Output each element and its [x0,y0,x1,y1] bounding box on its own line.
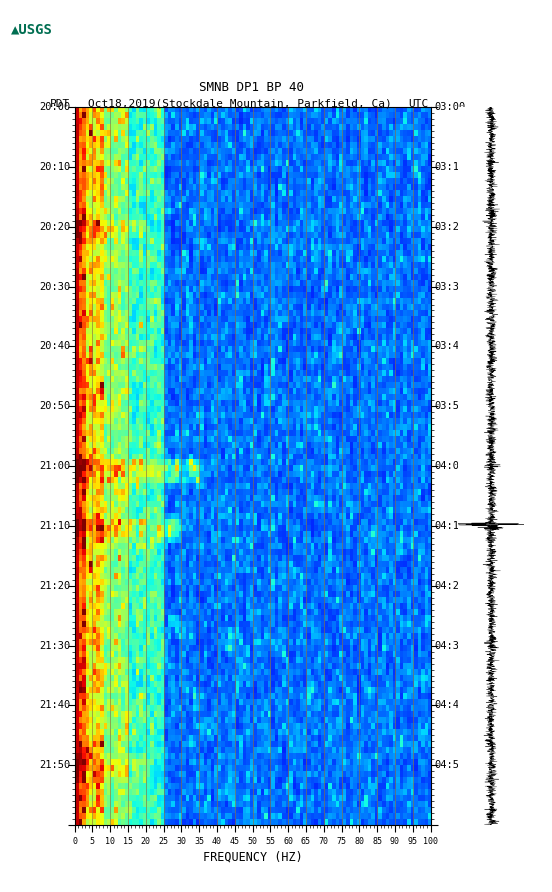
Text: 03:30: 03:30 [435,282,466,292]
Text: ▲USGS: ▲USGS [11,22,53,37]
Text: SMNB DP1 BP 40: SMNB DP1 BP 40 [199,80,304,94]
Text: 21:00: 21:00 [39,461,70,471]
Text: 03:20: 03:20 [435,222,466,232]
Text: Oct18,2019(Stockdale Mountain, Parkfield, Ca): Oct18,2019(Stockdale Mountain, Parkfield… [88,99,392,109]
Text: 21:20: 21:20 [39,581,70,591]
Text: 03:50: 03:50 [435,401,466,411]
Text: 03:40: 03:40 [435,342,466,351]
Text: 20:50: 20:50 [39,401,70,411]
Text: 21:30: 21:30 [39,640,70,650]
Text: 20:00: 20:00 [39,102,70,112]
Text: 04:30: 04:30 [435,640,466,650]
Text: 04:20: 04:20 [435,581,466,591]
Text: 04:40: 04:40 [435,700,466,710]
Text: 20:10: 20:10 [39,161,70,172]
Text: 20:20: 20:20 [39,222,70,232]
Text: 04:50: 04:50 [435,760,466,771]
Text: 21:40: 21:40 [39,700,70,710]
Text: 21:10: 21:10 [39,521,70,531]
Text: 03:00: 03:00 [435,102,466,112]
X-axis label: FREQUENCY (HZ): FREQUENCY (HZ) [203,850,302,863]
Text: 04:10: 04:10 [435,521,466,531]
Text: 20:40: 20:40 [39,342,70,351]
Text: 03:10: 03:10 [435,161,466,172]
Text: PDT: PDT [50,99,70,109]
Text: UTC: UTC [408,99,429,109]
Text: 21:50: 21:50 [39,760,70,771]
Text: 20:30: 20:30 [39,282,70,292]
Text: 04:00: 04:00 [435,461,466,471]
